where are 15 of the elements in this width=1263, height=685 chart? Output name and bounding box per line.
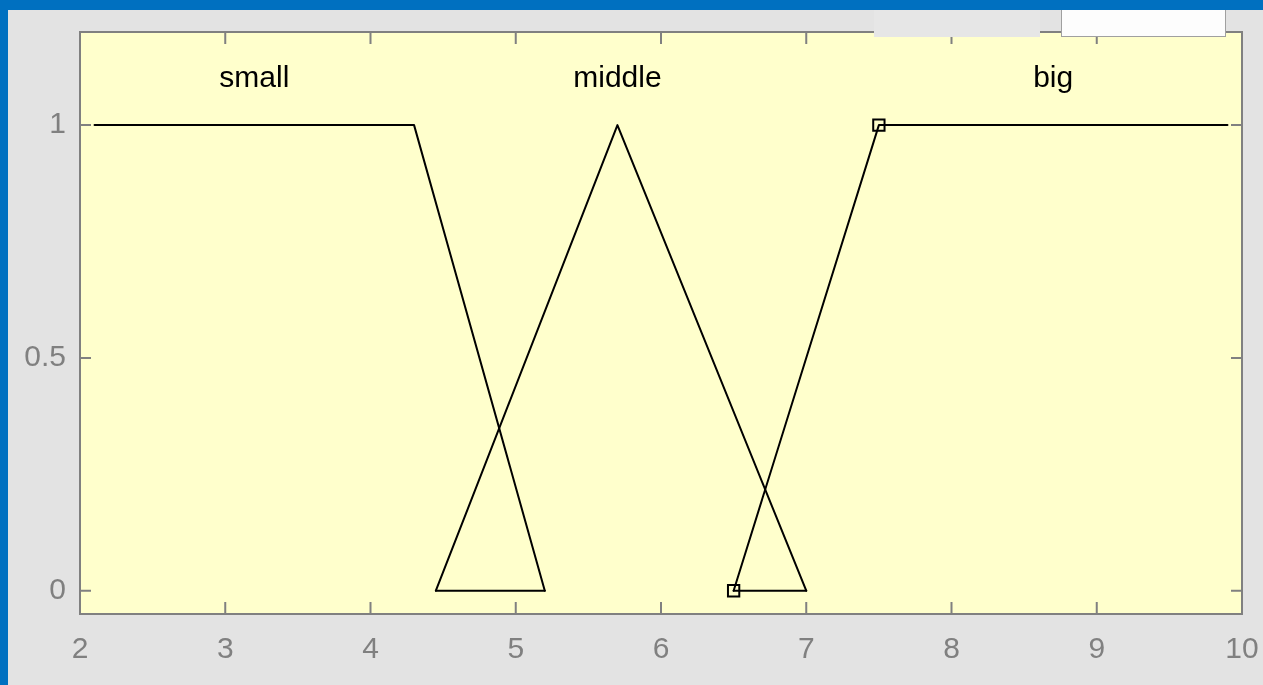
- x-tick-label: 8: [943, 631, 960, 665]
- x-tick-label: 3: [216, 631, 234, 665]
- x-tick-label: 9: [1088, 631, 1106, 665]
- series-label: big: [1033, 59, 1074, 93]
- series-label: small: [219, 59, 290, 93]
- series-label: middle: [573, 59, 662, 93]
- x-tick-label: 7: [797, 631, 815, 665]
- x-tick-label: 4: [362, 631, 379, 665]
- y-tick-label: 1: [49, 106, 66, 140]
- x-tick-label: 2: [71, 631, 89, 665]
- x-tick-label: 10: [1225, 631, 1259, 665]
- y-tick-label: 0: [49, 571, 66, 605]
- x-tick-label: 5: [507, 631, 525, 665]
- y-tick-label: 0.5: [24, 339, 66, 373]
- x-tick-label: 6: [652, 631, 670, 665]
